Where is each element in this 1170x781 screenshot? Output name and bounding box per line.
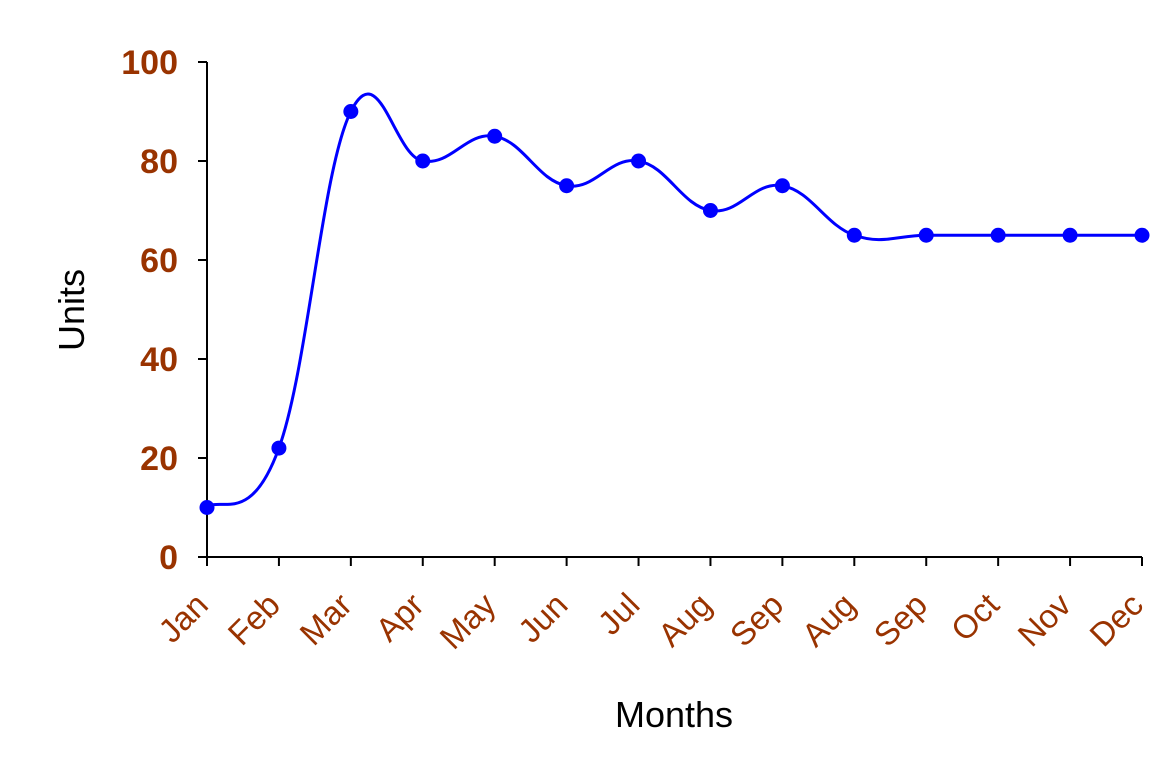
x-tick-label: Oct: [944, 586, 1006, 648]
data-point: [199, 500, 215, 515]
series-line: [206, 92, 1142, 509]
data-point: [415, 153, 431, 169]
data-point: [1062, 227, 1078, 243]
x-axis-title: Months: [615, 694, 733, 735]
data-point: [990, 227, 1006, 243]
x-tick-label: May: [432, 585, 503, 656]
data-point: [343, 104, 359, 119]
x-tick-label: Sep: [723, 586, 791, 654]
data-point: [559, 178, 575, 194]
data-point: [774, 178, 790, 194]
x-tick-label: Jan: [151, 586, 215, 650]
y-axis-title: Units: [51, 269, 92, 351]
y-tick-label: 40: [140, 341, 178, 379]
x-tick-label: Dec: [1082, 586, 1150, 654]
x-tick-label: Mar: [292, 586, 358, 652]
x-tick-label: Aug: [651, 586, 719, 654]
data-point: [487, 128, 503, 144]
x-axis: Jan Feb Mar Apr May Jun Jul Aug Sep Aug Sep Oct Nov D…: [151, 556, 1150, 656]
x-tick-label: Nov: [1010, 585, 1078, 653]
data-point: [702, 203, 718, 218]
x-tick-label: Aug: [795, 586, 863, 654]
y-tick-label: 100: [121, 44, 178, 82]
y-axis: 0 20 40 60 80 100: [121, 44, 208, 577]
y-tick-label: 20: [140, 440, 178, 478]
x-tick-label: Jun: [511, 586, 575, 650]
x-tick-label: Feb: [220, 586, 286, 652]
x-tick-label: Apr: [368, 586, 430, 648]
data-point: [271, 440, 287, 456]
data-point: [1134, 227, 1150, 243]
x-tick-label: Sep: [866, 586, 934, 654]
data-point: [918, 227, 934, 243]
y-tick-label: 60: [140, 242, 178, 280]
data-point: [846, 227, 862, 243]
y-tick-label: 0: [159, 539, 178, 577]
data-point: [631, 153, 647, 169]
series-layer: [199, 92, 1150, 515]
y-tick-label: 80: [140, 143, 178, 181]
x-tick-label: Jul: [590, 586, 646, 642]
